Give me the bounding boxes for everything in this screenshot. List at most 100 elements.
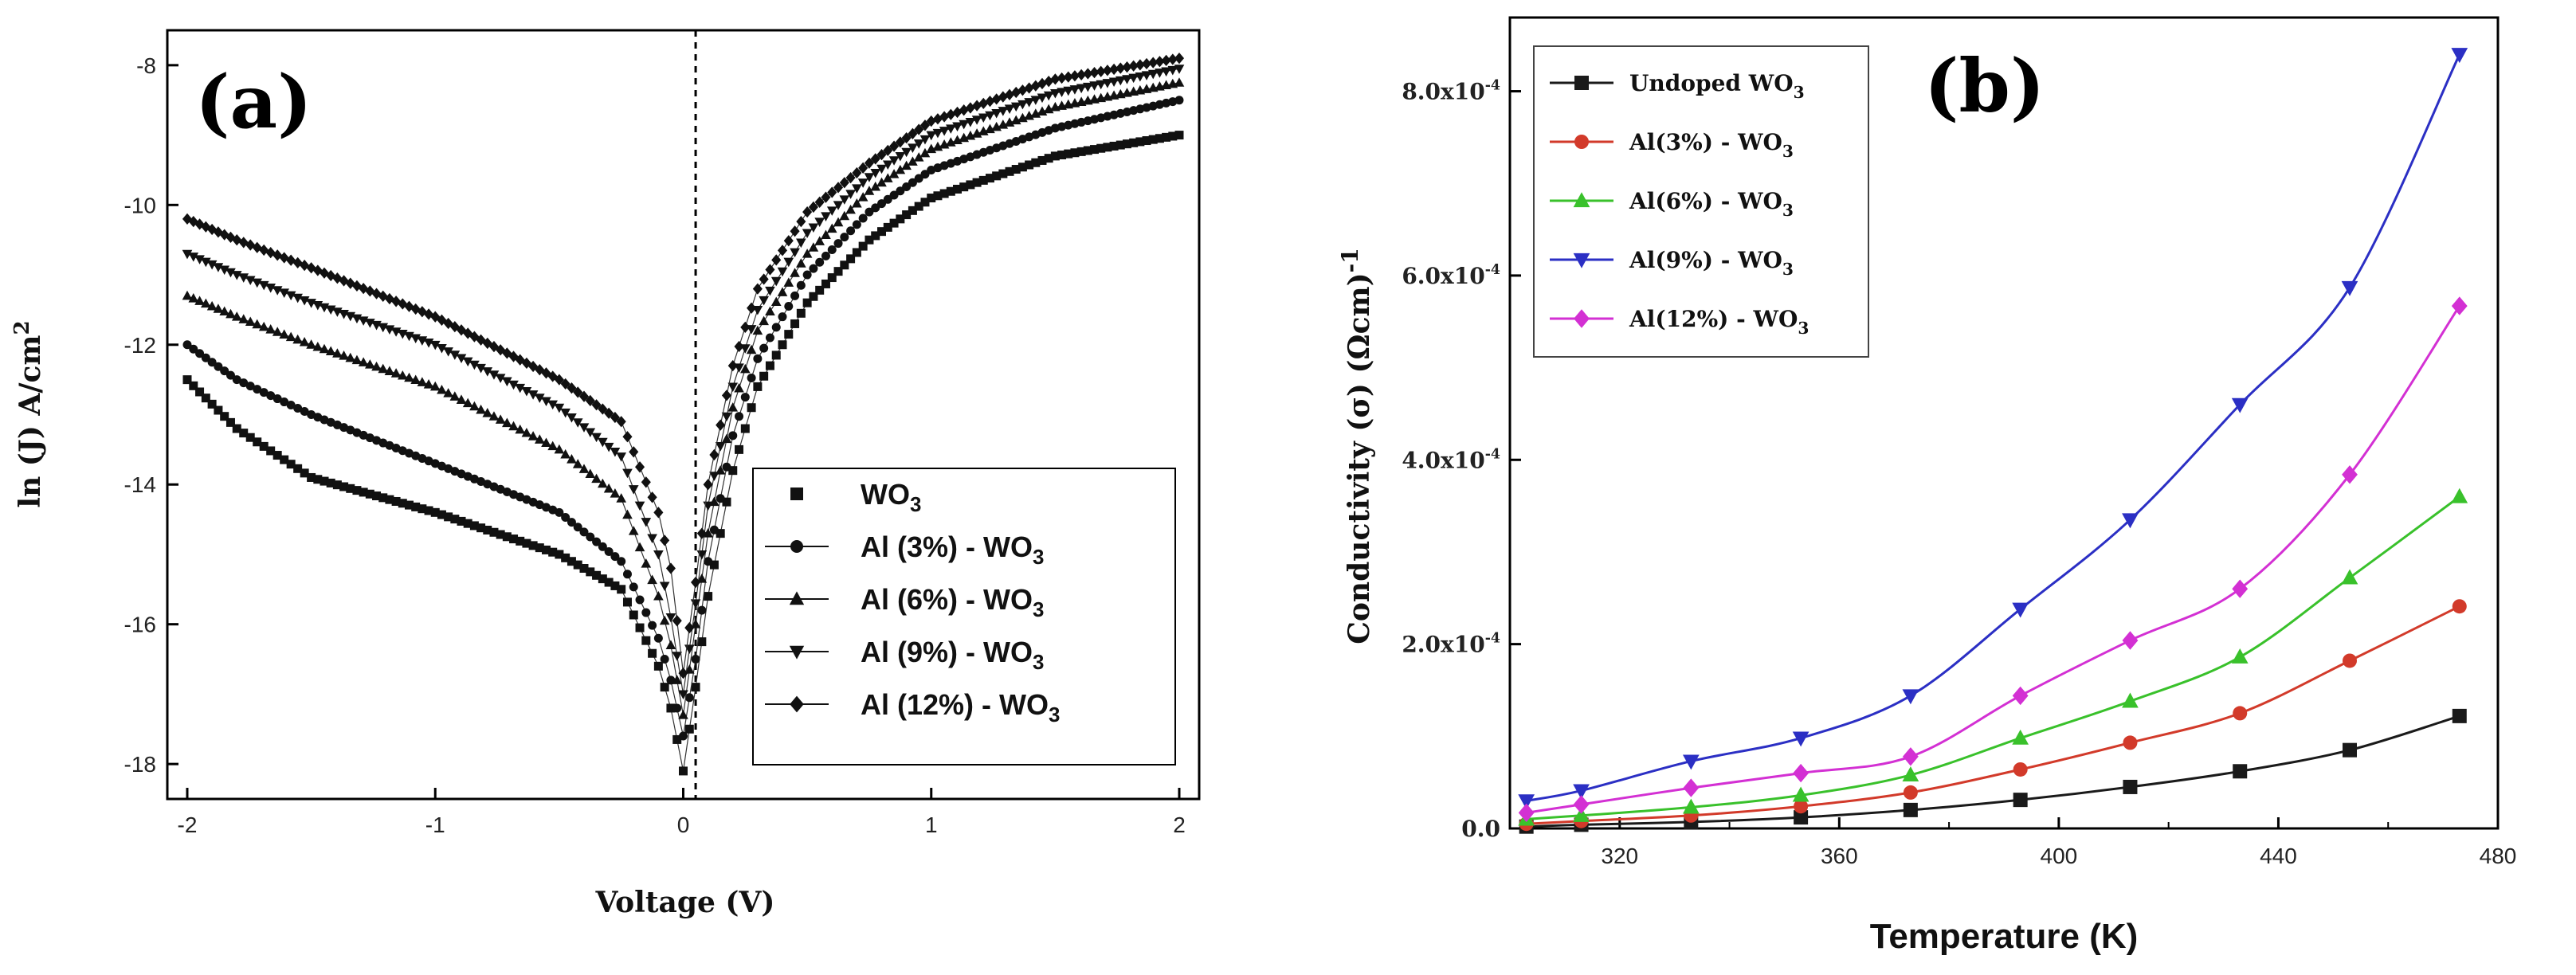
b-data-point (1793, 763, 1809, 783)
a-data-point (684, 621, 695, 634)
a-series-2 (182, 77, 1185, 719)
a-data-point (509, 534, 519, 544)
a-data-point (194, 218, 205, 230)
a-data-point (598, 542, 607, 551)
a-data-point (252, 241, 262, 253)
a-data-point (634, 542, 645, 552)
a-data-point (1161, 54, 1171, 67)
a-data-point (802, 270, 812, 280)
b-x-tick-label: 320 (1601, 844, 1638, 868)
a-data-point (919, 147, 931, 158)
a-data-point (660, 655, 669, 664)
a-data-point (846, 226, 856, 236)
a-data-point (554, 403, 565, 413)
a-data-point (219, 265, 230, 276)
a-data-point (325, 346, 336, 356)
a-data-point (286, 401, 296, 410)
b-data-point (2013, 762, 2028, 777)
a-data-point (845, 190, 856, 199)
panel-b-y-axis-title: Conductivity (σ) (Ωcm)-1 (1337, 248, 1376, 644)
a-data-point (1115, 62, 1126, 74)
a-data-point (592, 570, 602, 580)
a-data-point (908, 127, 918, 139)
a-data-point (488, 370, 500, 380)
a-data-point (802, 229, 813, 239)
a-data-point (547, 370, 558, 382)
a-data-point (417, 377, 428, 386)
a-data-point (1010, 102, 1021, 112)
a-data-point (339, 350, 349, 360)
a-data-point (225, 370, 235, 380)
a-data-point (959, 119, 970, 130)
a-data-point (586, 532, 595, 542)
a-data-point (578, 464, 590, 473)
a-data-point (231, 271, 242, 280)
a-data-point (572, 418, 583, 428)
a-data-point (462, 357, 473, 367)
a-data-point (784, 302, 794, 311)
a-data-point (245, 433, 255, 442)
a-data-point (647, 534, 657, 544)
b-data-point (1682, 754, 1700, 770)
a-data-point (833, 239, 843, 249)
a-data-point (572, 459, 583, 468)
a-data-point (665, 613, 676, 623)
a-data-point (939, 189, 949, 198)
a-data-point (920, 198, 930, 207)
a-data-point (734, 340, 744, 353)
a-data-point (653, 550, 664, 560)
a-data-point (332, 348, 343, 358)
panel-a-legend-box (752, 468, 1176, 766)
a-data-point (728, 431, 738, 441)
a-data-point (985, 111, 995, 121)
a-data-point (852, 248, 861, 257)
a-data-point (573, 523, 582, 532)
b-data-point (2451, 487, 2468, 503)
a-data-point (1004, 104, 1015, 114)
a-data-point (696, 527, 707, 539)
a-data-point (653, 661, 663, 671)
a-data-point (515, 424, 526, 434)
a-data-point (1174, 65, 1185, 74)
a-data-point (560, 448, 570, 459)
b-data-point (1903, 802, 1918, 817)
a-data-point (882, 160, 893, 170)
a-data-point (721, 433, 732, 444)
a-data-point (1174, 131, 1184, 140)
a-data-point (1076, 117, 1086, 127)
a-data-point (1161, 67, 1171, 77)
a-data-point (567, 382, 577, 394)
a-data-point (603, 442, 614, 452)
a-data-point (201, 298, 211, 308)
a-data-point (1122, 75, 1132, 84)
a-data-point (1057, 122, 1067, 131)
a-data-point (1174, 77, 1185, 87)
a-data-point (616, 416, 626, 428)
panel-b-series (1518, 48, 2468, 834)
b-data-point (2452, 599, 2467, 614)
a-data-point (770, 276, 782, 287)
a-data-point (1155, 100, 1164, 109)
a-data-point (437, 384, 447, 394)
a-data-point (225, 308, 236, 319)
a-data-point (320, 476, 329, 486)
a-data-point (1129, 106, 1139, 116)
a-data-point (528, 541, 538, 550)
a-data-point (527, 431, 539, 441)
a-data-point (1011, 165, 1021, 174)
a-data-point (586, 567, 595, 577)
a-data-point (560, 378, 570, 390)
a-data-point (1122, 108, 1131, 117)
a-data-point (567, 518, 576, 527)
a-data-point (672, 734, 682, 744)
b-data-point (1682, 798, 1700, 814)
a-data-point (272, 394, 282, 404)
a-y-tick-label: -12 (124, 333, 156, 358)
b-data-point (1573, 784, 1590, 800)
a-data-point (783, 277, 794, 287)
a-data-point (307, 472, 316, 482)
a-data-point (770, 296, 782, 306)
a-data-point (189, 381, 198, 390)
b-data-point (1902, 766, 1919, 782)
